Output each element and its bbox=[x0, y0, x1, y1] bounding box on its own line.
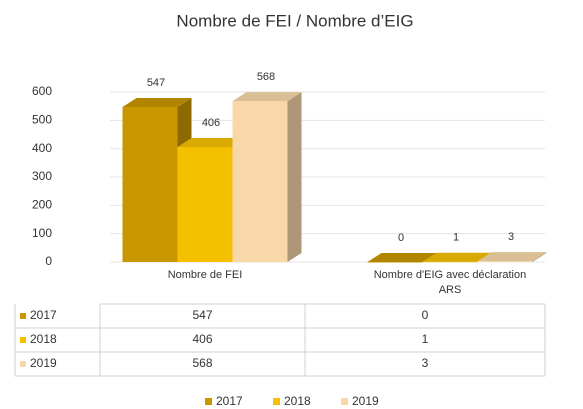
x-tick-label-box: Nombre d'EIG avec déclaration ARS bbox=[373, 269, 527, 296]
legend-label: 2018 bbox=[284, 394, 311, 408]
legend-key bbox=[20, 313, 26, 319]
bar bbox=[122, 107, 178, 263]
data-label: 0 bbox=[398, 232, 404, 244]
bar bbox=[177, 146, 233, 262]
y-tick-label: 100 bbox=[32, 226, 52, 240]
chart-title: Nombre de FEI / Nombre d’EIG bbox=[176, 11, 413, 30]
legend-key bbox=[205, 398, 212, 405]
legend-key bbox=[341, 398, 348, 405]
legend-label: 2019 bbox=[352, 394, 379, 408]
bar bbox=[232, 101, 288, 262]
table-cell: 568 bbox=[192, 356, 212, 370]
table-cell: 0 bbox=[422, 308, 429, 322]
bar-top bbox=[177, 137, 247, 147]
y-tick-label: 200 bbox=[32, 198, 52, 212]
table-cell: 1 bbox=[422, 332, 429, 346]
bar-top bbox=[477, 252, 547, 262]
x-tick-label-box: Nombre de FEI bbox=[167, 269, 243, 281]
bar bbox=[422, 261, 478, 263]
legend-label: 2017 bbox=[216, 394, 243, 408]
data-label: 568 bbox=[257, 71, 275, 83]
y-tick-label: 400 bbox=[32, 141, 52, 155]
table-series-name: 2017 bbox=[30, 308, 57, 322]
legend-key bbox=[20, 361, 26, 367]
bar-side bbox=[287, 92, 302, 262]
data-label: 1 bbox=[453, 232, 459, 244]
table-cell: 3 bbox=[422, 356, 429, 370]
y-tick-label: 500 bbox=[32, 113, 52, 127]
table-cell: 547 bbox=[192, 308, 212, 322]
x-tick-label: Nombre de FEI bbox=[167, 269, 243, 281]
table-series-name: 2018 bbox=[30, 332, 57, 346]
bar-top bbox=[122, 98, 192, 108]
bar bbox=[367, 262, 423, 263]
bar-top bbox=[367, 253, 437, 262]
legend-key bbox=[20, 337, 26, 343]
bar-top bbox=[232, 92, 302, 102]
legend-key bbox=[273, 398, 280, 405]
y-tick-label: 0 bbox=[45, 254, 52, 268]
table-cell: 406 bbox=[192, 332, 212, 346]
data-label: 547 bbox=[147, 77, 165, 89]
table-series-name: 2019 bbox=[30, 356, 57, 370]
bar-side bbox=[532, 252, 547, 262]
bar bbox=[477, 261, 533, 262]
bar-top bbox=[422, 252, 492, 262]
data-label: 3 bbox=[508, 231, 514, 243]
y-tick-label: 300 bbox=[32, 169, 52, 183]
y-tick-label: 600 bbox=[32, 84, 52, 98]
x-tick-label: Nombre d'EIG avec déclaration ARS bbox=[373, 269, 527, 296]
data-label: 406 bbox=[202, 117, 220, 129]
